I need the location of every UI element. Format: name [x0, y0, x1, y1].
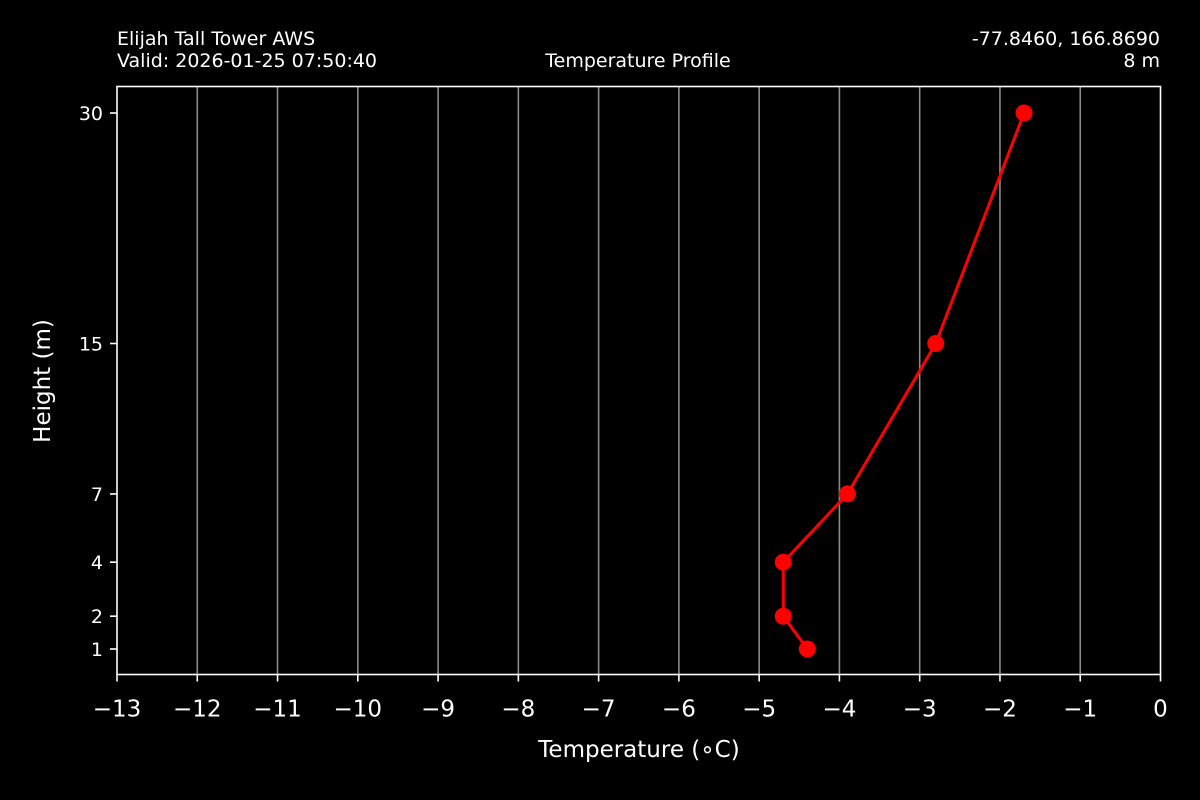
- x-tick-label: −9: [421, 697, 455, 723]
- x-tick-label: −1: [1063, 697, 1097, 723]
- series-layer: [774, 104, 1033, 658]
- location-header: -77.8460, 166.8690 8 m: [972, 28, 1160, 72]
- y-tick-label: 30: [79, 103, 103, 125]
- x-tick-label: −12: [173, 697, 222, 723]
- chart-title: Temperature Profile: [0, 50, 1200, 72]
- chart-title-text: Temperature Profile: [545, 50, 731, 72]
- y-tick-label: 2: [91, 606, 103, 628]
- series-line: [781, 112, 1026, 650]
- y-tick-label: 1: [91, 639, 103, 661]
- data-point: [1015, 104, 1033, 122]
- y-tick-label: 4: [91, 552, 103, 574]
- station-header: Elijah Tall Tower AWS Valid: 2026-01-25 0…: [117, 28, 377, 72]
- data-point: [774, 607, 792, 625]
- x-tick-label: −2: [983, 697, 1017, 723]
- elevation: 8 m: [1123, 50, 1160, 72]
- coordinates: -77.8460, 166.8690: [971, 28, 1160, 50]
- x-tick-label: 0: [1153, 697, 1168, 723]
- x-tick-label: −4: [822, 697, 856, 723]
- plot-frame: [116, 85, 1162, 676]
- data-point: [798, 640, 816, 658]
- data-point: [927, 335, 945, 353]
- x-tick-label: −11: [253, 697, 302, 723]
- x-axis-ticks: −13 −12 −11 −10 −9 −8 −7 −6 −5 −4 −3 −2 −1 0: [93, 674, 1168, 723]
- x-axis-label: Temperature (∘C): [537, 737, 739, 763]
- x-tick-label: −10: [334, 697, 383, 723]
- station-name: Elijah Tall Tower AWS: [117, 28, 316, 50]
- y-axis-ticks: 1 2 4 7 15 30: [79, 103, 117, 661]
- x-tick-label: −5: [742, 697, 776, 723]
- data-point: [774, 553, 792, 571]
- valid-time: Valid: 2026-01-25 07:50:40: [117, 50, 378, 72]
- x-tick-label: −3: [903, 697, 937, 723]
- x-tick-label: −7: [582, 697, 616, 723]
- x-tick-label: −8: [501, 697, 535, 723]
- x-tick-label: −13: [93, 697, 142, 723]
- y-tick-label: 15: [79, 334, 103, 356]
- x-tick-label: −6: [662, 697, 696, 723]
- data-point: [838, 485, 856, 503]
- y-tick-label: 7: [91, 484, 103, 506]
- y-axis-label: Height (m): [30, 319, 56, 443]
- grid-lines: [196, 86, 1082, 675]
